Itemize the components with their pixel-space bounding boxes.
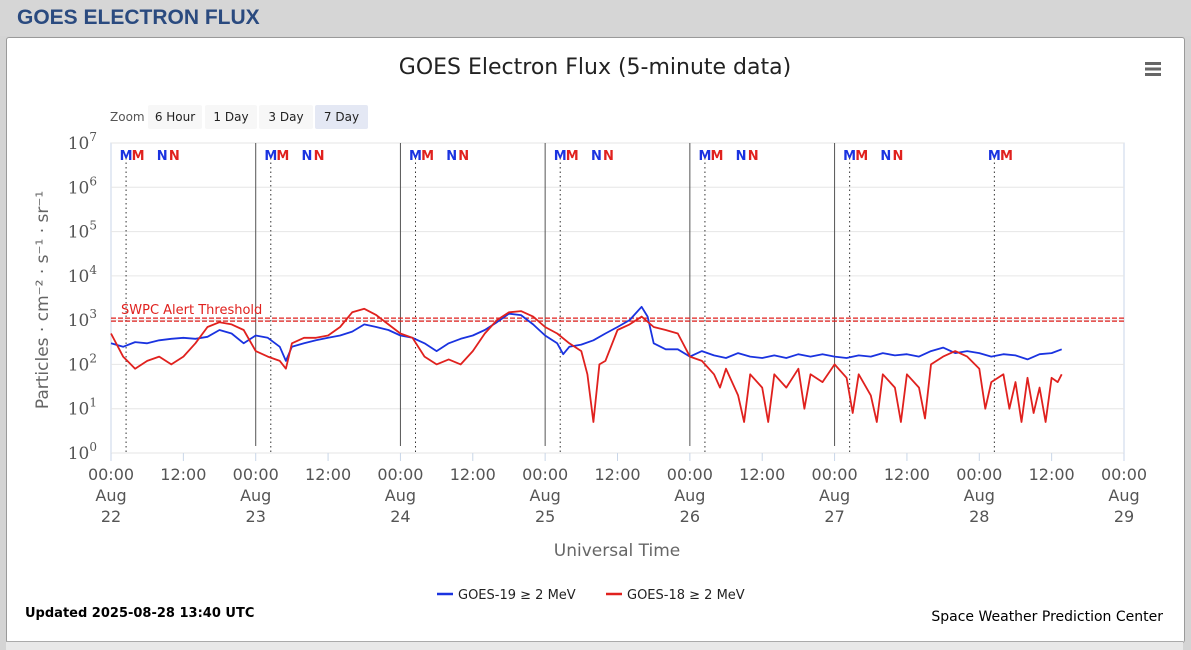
zoom-button-3-day[interactable]: 3 Day [259,105,313,129]
day-marker-label: M [855,149,868,164]
x-tick-label: Aug [819,486,850,505]
x-tick-label: 12:00 [450,465,496,484]
y-tick-label: 105 [68,219,97,243]
day-marker-label: M [711,149,724,164]
zoom-button-label: 3 Day [268,110,303,124]
zoom-button-7-day[interactable]: 7 Day [315,105,368,129]
day-marker-label: M [988,149,1001,164]
day-marker-label: N [458,149,469,164]
x-tick-label: 24 [390,507,410,526]
day-marker-label: N [302,149,313,164]
zoom-button-label: 7 Day [324,110,359,124]
y-tick-label: 100 [68,440,97,464]
zoom-controls: Zoom 6 Hour 1 Day 3 Day 7 Day [110,105,368,129]
x-tick-label: 27 [824,507,844,526]
x-tick-label: 25 [535,507,555,526]
x-tick-label: Aug [240,486,271,505]
zoom-button-6-hour[interactable]: 6 Hour [148,105,202,129]
x-tick-label: 00:00 [812,465,858,484]
x-tick-label: 12:00 [739,465,785,484]
x-tick-label: 23 [246,507,266,526]
x-tick-label: Aug [674,486,705,505]
day-marker-label: M [421,149,434,164]
day-marker-label: N [157,149,168,164]
x-tick-label: 00:00 [233,465,279,484]
day-marker-label: M [276,149,289,164]
zoom-button-1-day[interactable]: 1 Day [205,105,257,129]
x-tick-label: 00:00 [522,465,568,484]
day-marker-label: N [314,149,325,164]
x-tick-label: 12:00 [594,465,640,484]
day-marker-label: M [409,149,422,164]
x-tick-label: 00:00 [377,465,423,484]
day-marker-label: M [132,149,145,164]
hamburger-menu-icon[interactable] [1140,58,1166,80]
day-marker-label: M [264,149,277,164]
x-tick-label: 00:00 [956,465,1002,484]
x-tick-label: Aug [95,486,126,505]
page-header: GOES ELECTRON FLUX [0,0,1191,36]
day-marker-label: M [698,149,711,164]
y-tick-label: 102 [68,351,97,375]
day-marker-label: M [120,149,133,164]
day-marker-label: M [566,149,579,164]
x-tick-label: 00:00 [667,465,713,484]
legend-item-goes19[interactable]: GOES-19 ≥ 2 MeV [437,588,576,603]
threshold-label: SWPC Alert Threshold [121,303,262,318]
x-tick-label: 12:00 [160,465,206,484]
legend-item-goes18[interactable]: GOES-18 ≥ 2 MeV [606,588,745,603]
x-tick-label: 26 [680,507,700,526]
zoom-button-label: 6 Hour [155,110,195,124]
series-line-goes19 [110,305,1063,362]
x-axis-label: Universal Time [554,541,680,561]
chart-title: GOES Electron Flux (5-minute data) [399,55,791,80]
y-tick-label: 103 [68,307,97,331]
credit-text: Space Weather Prediction Center [931,609,1163,625]
y-axis-label: Particles · cm⁻² · s⁻¹ · sr⁻¹ [33,191,53,409]
bottom-strip [6,641,1183,650]
x-tick-label: Aug [530,486,561,505]
x-tick-label: Aug [964,486,995,505]
day-marker-label: N [880,149,891,164]
day-marker-label: N [748,149,759,164]
y-tick-label: 106 [68,174,97,198]
x-tick-label: 00:00 [1101,465,1147,484]
x-tick-label: Aug [1108,486,1139,505]
day-marker-label: M [843,149,856,164]
y-tick-label: 104 [68,263,98,287]
zoom-label: Zoom [110,110,145,124]
x-tick-label: 00:00 [88,465,134,484]
x-tick-label: 22 [101,507,121,526]
y-tick-label: 101 [68,396,97,420]
updated-timestamp: Updated 2025-08-28 13:40 UTC [25,606,254,621]
zoom-button-label: 1 Day [213,110,248,124]
legend: GOES-19 ≥ 2 MeV GOES-18 ≥ 2 MeV [437,588,745,603]
day-marker-label: M [1000,149,1013,164]
day-marker-label: N [591,149,602,164]
x-tick-label: 29 [1114,507,1134,526]
y-tick-label: 107 [68,130,97,154]
legend-label: GOES-19 ≥ 2 MeV [458,588,576,603]
x-tick-label: 12:00 [1029,465,1075,484]
series-line-goes18 [110,307,1063,423]
day-marker-label: N [603,149,614,164]
day-marker-label: M [554,149,567,164]
day-marker-label: N [892,149,903,164]
x-tick-label: 28 [969,507,989,526]
day-marker-label: N [169,149,180,164]
day-marker-label: N [446,149,457,164]
x-tick-label: Aug [385,486,416,505]
plot-area [110,142,1125,454]
page-title: GOES ELECTRON FLUX [17,6,260,29]
x-tick-label: 12:00 [884,465,930,484]
legend-label: GOES-18 ≥ 2 MeV [627,588,745,603]
day-marker-label: N [736,149,747,164]
x-tick-label: 12:00 [305,465,351,484]
